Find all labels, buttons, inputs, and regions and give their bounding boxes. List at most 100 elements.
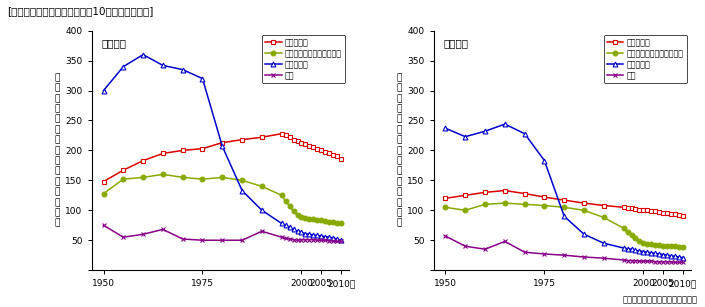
肖炎	[286, 237, 294, 241]
Text: 『女性』: 『女性』	[444, 38, 469, 48]
悪性新生物	[99, 180, 108, 183]
心疾患（高血圧性を除く）	[461, 208, 470, 212]
肖炎	[309, 238, 317, 242]
脳血管疾患	[286, 225, 294, 229]
脳血管疾患	[238, 189, 246, 192]
Line: 悪性新生物: 悪性新生物	[443, 188, 685, 218]
脳血管疾患	[643, 251, 651, 254]
心疾患（高血圧性を除く）	[309, 217, 317, 221]
脳血管疾患	[99, 89, 108, 92]
悪性新生物	[675, 213, 683, 217]
悪性新生物	[501, 189, 509, 192]
脳血管疾患	[461, 135, 470, 138]
心疾患（高血圧性を除く）	[139, 176, 147, 179]
肖炎	[501, 239, 509, 243]
心疾患（高血圧性を除く）	[99, 192, 108, 195]
心疾患（高血圧性を除く）	[281, 200, 290, 203]
肖炎	[647, 259, 656, 263]
心疾患（高血圧性を除く）	[631, 237, 639, 240]
悪性新生物	[651, 210, 659, 213]
心疾患（高血圧性を除く）	[441, 205, 450, 209]
脳血管疾患	[659, 253, 668, 256]
心疾患（高血圧性を除く）	[679, 245, 687, 249]
心疾患（高血圧性を除く）	[289, 210, 298, 213]
脳血管疾患	[501, 122, 509, 126]
悪性新生物	[305, 144, 314, 147]
脳血管疾患	[639, 250, 648, 254]
心疾患（高血圧性を除く）	[321, 219, 329, 223]
悪性新生物	[599, 204, 608, 207]
脳血管疾患	[293, 229, 302, 233]
心疾患（高血圧性を除く）	[639, 241, 648, 245]
脳血管疾患	[198, 77, 207, 80]
肖炎	[293, 238, 302, 242]
肖炎	[313, 238, 321, 242]
肖炎	[329, 239, 338, 243]
悪性新生物	[663, 212, 671, 215]
肖炎	[441, 234, 450, 238]
Line: 肖炎: 肖炎	[101, 223, 343, 244]
肖炎	[317, 238, 326, 242]
心疾患（高血圧性を除く）	[635, 239, 644, 243]
肖炎	[289, 238, 298, 242]
脳血管疾患	[580, 232, 588, 236]
心疾患（高血圧性を除く）	[293, 213, 302, 217]
心疾患（高血圧性を除く）	[298, 216, 306, 219]
悪性新生物	[298, 142, 306, 145]
肖炎	[298, 238, 306, 242]
脳血管疾患	[309, 233, 317, 237]
肖炎	[337, 239, 345, 243]
悪性新生物	[671, 213, 680, 216]
肖炎	[159, 227, 167, 231]
脳血管疾患	[159, 64, 167, 67]
脳血管疾患	[679, 256, 687, 259]
悪性新生物	[481, 190, 489, 194]
心疾患（高血圧性を除く）	[257, 185, 266, 188]
悪性新生物	[281, 134, 290, 137]
肖炎	[99, 223, 108, 227]
肖炎	[620, 258, 628, 262]
脳血管疾患	[257, 208, 266, 212]
Y-axis label: 年
齢
調
整
死
亡
率
（
人
口
１
０
万
対
）: 年 齢 調 整 死 亡 率 （ 人 口 １ ０ 万 対 ）	[54, 73, 60, 228]
心疾患（高血圧性を除く）	[337, 222, 345, 225]
心疾患（高血圧性を除く）	[313, 218, 321, 222]
肖炎	[599, 256, 608, 260]
心疾患（高血圧性を除く）	[667, 244, 675, 248]
脳血管疾患	[647, 251, 656, 255]
悪性新生物	[520, 192, 529, 195]
肖炎	[481, 247, 489, 251]
Line: 肖炎: 肖炎	[443, 234, 685, 265]
心疾患（高血圧性を除く）	[218, 176, 226, 179]
心疾患（高血圧性を除く）	[317, 219, 326, 222]
悪性新生物	[647, 209, 656, 213]
心疾患（高血圧性を除く）	[301, 216, 309, 220]
肖炎	[119, 235, 128, 239]
悪性新生物	[580, 201, 588, 205]
脳血管疾患	[321, 235, 329, 239]
Line: 心疾患（高血圧性を除く）: 心疾患（高血圧性を除く）	[443, 201, 685, 249]
心疾患（高血圧性を除く）	[599, 216, 608, 219]
脳血管疾患	[337, 238, 345, 242]
心疾患（高血圧性を除く）	[663, 244, 671, 247]
悪性新生物	[325, 151, 333, 155]
Line: 脳血管疾患: 脳血管疾患	[101, 52, 343, 243]
Text: （資料）平成２２年人口動態調査: （資料）平成２２年人口動態調査	[623, 295, 698, 304]
肖炎	[325, 239, 333, 243]
悪性新生物	[286, 135, 294, 139]
肖炎	[679, 261, 687, 264]
心疾患（高血圧性を除く）	[659, 244, 668, 247]
心疾患（高血圧性を除く）	[278, 193, 286, 197]
悪性新生物	[289, 138, 298, 142]
肖炎	[257, 229, 266, 233]
肖炎	[671, 261, 680, 264]
脳血管疾患	[298, 231, 306, 234]
脳血管疾患	[663, 253, 671, 257]
悪性新生物	[639, 208, 648, 212]
肖炎	[139, 232, 147, 236]
脳血管疾患	[560, 214, 568, 218]
心疾患（高血圧性を除く）	[286, 204, 294, 208]
脳血管疾患	[675, 255, 683, 259]
悪性新生物	[643, 208, 651, 212]
肖炎	[623, 259, 632, 262]
悪性新生物	[627, 207, 636, 210]
